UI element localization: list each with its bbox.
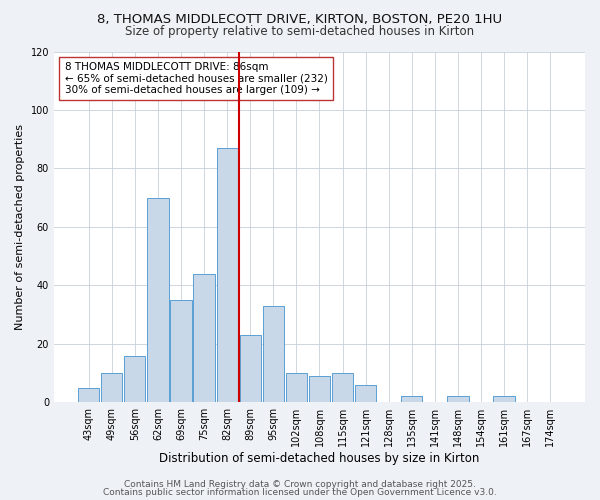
Bar bbox=[309, 376, 330, 402]
Bar bbox=[239, 335, 261, 402]
Bar bbox=[217, 148, 238, 403]
Bar bbox=[286, 373, 307, 402]
Bar bbox=[101, 373, 122, 402]
Bar bbox=[147, 198, 169, 402]
Bar bbox=[493, 396, 515, 402]
Bar bbox=[448, 396, 469, 402]
Text: 8, THOMAS MIDDLECOTT DRIVE, KIRTON, BOSTON, PE20 1HU: 8, THOMAS MIDDLECOTT DRIVE, KIRTON, BOST… bbox=[97, 12, 503, 26]
X-axis label: Distribution of semi-detached houses by size in Kirton: Distribution of semi-detached houses by … bbox=[159, 452, 479, 465]
Bar bbox=[193, 274, 215, 402]
Bar bbox=[332, 373, 353, 402]
Bar bbox=[78, 388, 99, 402]
Text: Size of property relative to semi-detached houses in Kirton: Size of property relative to semi-detach… bbox=[125, 25, 475, 38]
Y-axis label: Number of semi-detached properties: Number of semi-detached properties bbox=[15, 124, 25, 330]
Text: Contains HM Land Registry data © Crown copyright and database right 2025.: Contains HM Land Registry data © Crown c… bbox=[124, 480, 476, 489]
Text: Contains public sector information licensed under the Open Government Licence v3: Contains public sector information licen… bbox=[103, 488, 497, 497]
Bar bbox=[170, 300, 191, 402]
Bar bbox=[124, 356, 145, 403]
Bar bbox=[401, 396, 422, 402]
Text: 8 THOMAS MIDDLECOTT DRIVE: 86sqm
← 65% of semi-detached houses are smaller (232): 8 THOMAS MIDDLECOTT DRIVE: 86sqm ← 65% o… bbox=[65, 62, 328, 95]
Bar bbox=[355, 385, 376, 402]
Bar bbox=[263, 306, 284, 402]
